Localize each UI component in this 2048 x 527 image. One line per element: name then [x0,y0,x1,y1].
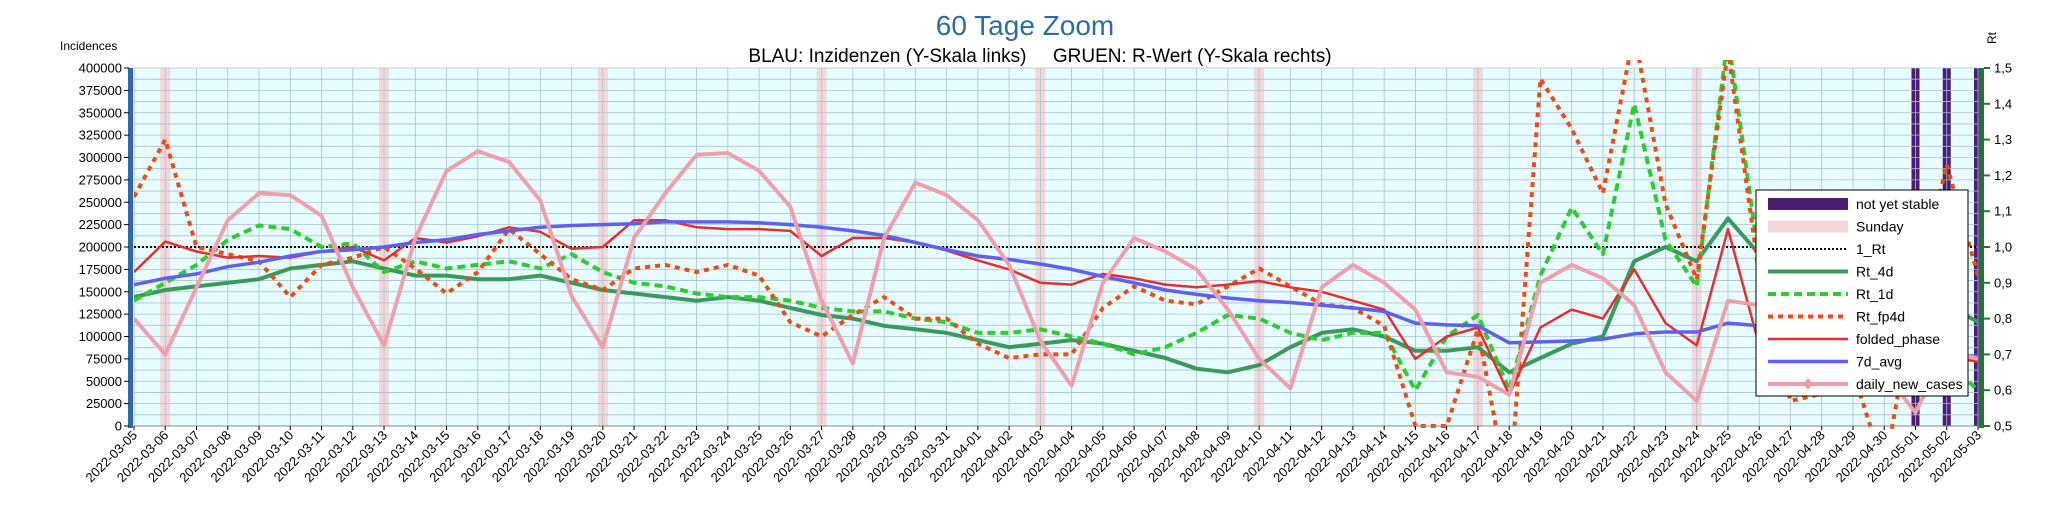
y-tick-label-left: 125000 [79,307,122,322]
series-line-rt-1d [134,60,1978,393]
y-tick-label-left: 400000 [79,61,122,76]
y-axis-right [1979,68,1984,428]
y-tick-label-left: 50000 [86,374,122,389]
y-tick-label-left: 200000 [79,240,122,255]
legend: not yet stable Sunday 1_Rt Rt_4d Rt_1d Rt_fp4… [1755,189,1969,397]
y-tick-label-right: 1,4 [1994,96,2012,111]
y-tick-label-left: 175000 [79,262,122,277]
legend-label: daily_new_cases [1856,376,1963,392]
y-tick-label-left: 275000 [79,172,122,187]
y-tick-label-left: 0 [115,419,122,434]
legend-label: 7d_avg [1856,354,1902,370]
y-axis-left [128,68,133,428]
y-ticks-right: 0,5 0,6 0,7 0,8 0,9 1,0 1,1 1,2 1,3 1,4 1,5 [1984,61,2012,434]
legend-swatch [1768,198,1848,210]
y-tick-label-left: 225000 [79,217,122,232]
y-axis-right-label: Rt [1985,31,1999,44]
legend-label: Rt_fp4d [1856,309,1905,325]
y-tick-label-left: 250000 [79,195,122,210]
y-tick-label-left: 150000 [79,284,122,299]
legend-label: Rt_1d [1856,286,1893,302]
y-axis-left-label: Incidences [60,39,117,53]
legend-swatch [1768,220,1848,233]
y-tick-label-left: 375000 [79,83,122,98]
y-tick-label-left: 100000 [79,329,122,344]
y-tick-label-right: 1,5 [1994,61,2012,76]
axes [128,68,1984,428]
y-tick-label-right: 1,3 [1994,132,2012,147]
y-tick-label-right: 0,8 [1994,311,2012,326]
x-ticks: 2022-03-052022-03-062022-03-072022-03-08… [82,426,1984,485]
chart-title: 60 Tage Zoom [936,10,1115,41]
series-line-7d-avg [134,220,1978,358]
legend-label: not yet stable [1856,196,1939,212]
legend-label: folded_phase [1856,331,1940,347]
series-lines [134,60,1978,430]
y-tick-label-left: 75000 [86,351,122,366]
y-tick-label-right: 0,5 [1994,419,2012,434]
chart-subtitle: BLAU: Inzidenzen (Y-Skala links) GRUEN: … [748,46,1331,67]
y-tick-label-left: 300000 [79,150,122,165]
series-line-daily-new-cases [134,149,1978,415]
legend-label: Sunday [1856,219,1903,235]
y-tick-label-right: 1,2 [1994,168,2012,183]
y-tick-label-right: 0,9 [1994,275,2012,290]
y-tick-label-left: 350000 [79,105,122,120]
y-tick-label-right: 0,7 [1994,347,2012,362]
legend-label: 1_Rt [1856,241,1886,257]
legend-label: Rt_4d [1856,264,1893,280]
legend-marker [1802,378,1814,390]
y-tick-label-left: 25000 [86,396,122,411]
series-line-rt-fp4d [134,60,1978,430]
y-tick-label-right: 1,0 [1994,240,2012,255]
y-tick-label-right: 1,1 [1994,204,2012,219]
y-tick-label-left: 325000 [79,128,122,143]
y-tick-label-right: 0,6 [1994,383,2012,398]
y-ticks-left: 0 25000 50000 75000 100000 125000 150000 175000… [79,61,129,434]
